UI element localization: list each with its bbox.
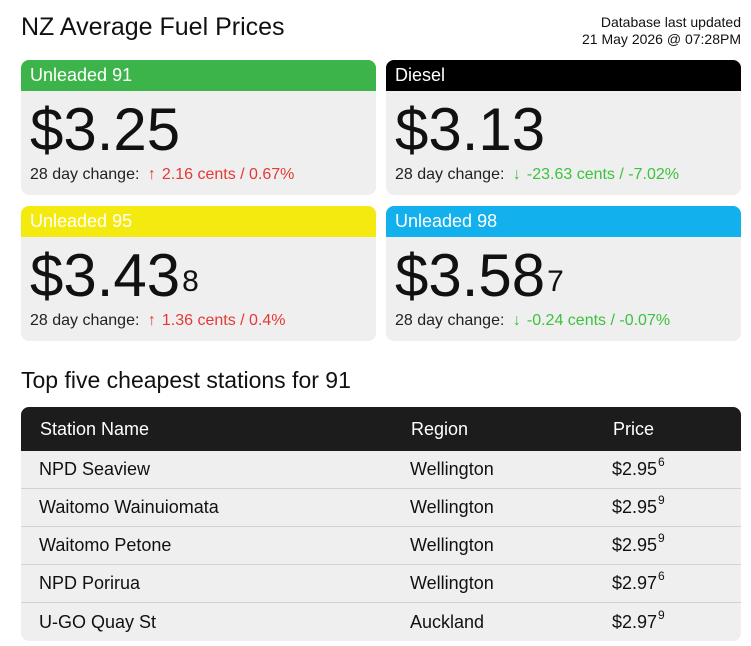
- change-label: 28 day change:: [395, 312, 505, 329]
- station-region: Auckland: [410, 611, 485, 632]
- station-price: $2.979: [612, 607, 665, 632]
- station-region: Wellington: [410, 497, 494, 517]
- arrow-down-icon: ↓: [512, 312, 521, 329]
- stations-table: Station Name Region Price NPD Seaview We…: [21, 407, 741, 641]
- card-header: Diesel: [386, 60, 741, 91]
- station-region: Wellington: [410, 573, 494, 593]
- last-updated: Database last updated 21 May 2026 @ 07:2…: [582, 14, 741, 48]
- station-region: Wellington: [410, 459, 494, 479]
- card-header: Unleaded 98: [386, 206, 741, 237]
- station-price: $2.976: [612, 569, 665, 593]
- change-label: 28 day change:: [30, 166, 140, 183]
- station-name: NPD Porirua: [39, 573, 141, 593]
- column-header-station: Station Name: [40, 418, 150, 439]
- average-price: $3.438: [30, 242, 199, 309]
- table-row: Waitomo Wainuiomata Wellington $2.959: [21, 489, 741, 527]
- card-header: Unleaded 91: [21, 60, 376, 91]
- stations-title: Top five cheapest stations for 91: [21, 367, 351, 393]
- change-value: 1.36 cents / 0.4%: [161, 312, 286, 329]
- price-card-unleaded-91: Unleaded 91 $3.25 28 day change: ↑ 2.16 c…: [21, 60, 376, 195]
- station-name: NPD Seaview: [39, 459, 151, 479]
- price-card-diesel: Diesel $3.13 28 day change: ↓ -23.63 cent…: [386, 60, 741, 195]
- station-price: $2.959: [612, 531, 665, 555]
- station-name: U-GO Quay St: [39, 611, 157, 632]
- change-line: 28 day change: ↑ 2.16 cents / 0.67%: [30, 164, 294, 186]
- station-region: Wellington: [410, 535, 494, 555]
- price-card-unleaded-95: Unleaded 95 $3.438 28 day change: ↑ 1.36 …: [21, 206, 376, 341]
- arrow-up-icon: ↑: [147, 312, 156, 329]
- table-row: U-GO Quay St Auckland $2.979: [21, 603, 741, 641]
- table-row: Waitomo Petone Wellington $2.959: [21, 527, 741, 565]
- change-value: -0.24 cents / -0.07%: [526, 312, 671, 329]
- change-line: 28 day change: ↓ -23.63 cents / -7.02%: [395, 164, 679, 186]
- column-header-region: Region: [411, 418, 469, 439]
- station-price: $2.956: [612, 455, 665, 479]
- last-updated-value: 21 May 2026 @ 07:28PM: [582, 31, 741, 47]
- average-price: $3.25: [30, 96, 181, 163]
- arrow-up-icon: ↑: [147, 166, 156, 183]
- change-value: 2.16 cents / 0.67%: [161, 166, 295, 183]
- table-row: NPD Seaview Wellington $2.956: [21, 451, 741, 489]
- table-row: NPD Porirua Wellington $2.976: [21, 565, 741, 603]
- column-header-price: Price: [613, 418, 655, 439]
- change-line: 28 day change: ↓ -0.24 cents / -0.07%: [395, 310, 670, 332]
- last-updated-label: Database last updated: [600, 14, 741, 30]
- change-label: 28 day change:: [395, 166, 505, 183]
- table-header: Station Name Region Price: [21, 407, 741, 451]
- station-name: Waitomo Wainuiomata: [39, 497, 219, 517]
- station-name: Waitomo Petone: [39, 535, 172, 555]
- card-header: Unleaded 95: [21, 206, 376, 237]
- arrow-down-icon: ↓: [512, 166, 521, 183]
- change-label: 28 day change:: [30, 312, 140, 329]
- station-price: $2.959: [612, 493, 665, 517]
- change-line: 28 day change: ↑ 1.36 cents / 0.4%: [30, 310, 286, 332]
- change-value: -23.63 cents / -7.02%: [526, 166, 679, 183]
- page-title: NZ Average Fuel Prices: [21, 13, 285, 41]
- average-price: $3.13: [395, 96, 546, 163]
- average-price: $3.587: [395, 242, 564, 309]
- price-card-unleaded-98: Unleaded 98 $3.587 28 day change: ↓ -0.24…: [386, 206, 741, 341]
